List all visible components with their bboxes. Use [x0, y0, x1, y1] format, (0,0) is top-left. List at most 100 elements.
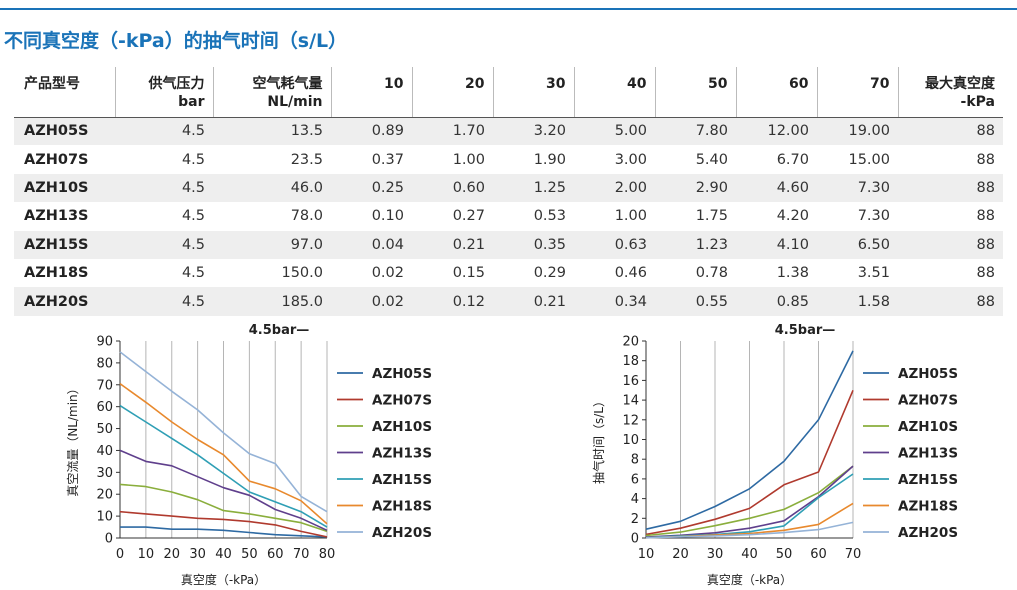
y-tick-label: 90	[96, 335, 113, 350]
table-row: AZH05S 4.5 13.5 0.89 1.70 3.20 5.00 7.80 12.00 19…	[14, 117, 1003, 146]
flow-chart-svg: 0 10 20 30 40 50 60 70 80 90 0 10 20 30 40 50 60 70 80 4.5b…	[66, 323, 432, 587]
value-cell: 0.53	[533, 208, 566, 225]
value-cell: 7.30	[857, 208, 890, 225]
x-tick-label: 20	[163, 547, 180, 562]
value-cell: 88	[976, 265, 995, 282]
column-header-text: NL/min	[267, 94, 323, 110]
legend-label: AZH13S	[898, 446, 958, 462]
evacuation-time-chart: 0 2 4 6 8 10 12 14 16 18 20 10 20 30 40 50 60 70 4.5bar— 真空…	[586, 320, 1006, 590]
column-header-text: 40	[627, 76, 647, 92]
column-header-text: 70	[870, 76, 890, 92]
column-header-text: 50	[708, 76, 728, 92]
x-tick-label: 60	[810, 547, 827, 562]
column-header-text: 产品型号	[24, 76, 80, 92]
y-tick-label: 6	[631, 472, 639, 487]
value-cell: 0.85	[736, 287, 817, 316]
value-cell: 0.21	[412, 230, 493, 259]
value-cell: 19.00	[817, 117, 898, 146]
x-tick-label: 70	[293, 547, 310, 562]
value-cell: 23.5	[290, 151, 323, 168]
value-cell: 15.00	[848, 151, 890, 168]
value-cell: 0.10	[371, 208, 404, 225]
legend-label: AZH20S	[372, 525, 432, 541]
value-cell: 4.5	[115, 287, 213, 316]
value-cell: 0.37	[371, 151, 404, 168]
value-cell: 97.0	[213, 230, 331, 259]
legend-label: AZH10S	[898, 419, 958, 435]
legend-label: AZH05S	[898, 366, 958, 382]
x-tick-label: 10	[638, 547, 655, 562]
x-tick-label: 70	[845, 547, 862, 562]
y-tick-label: 20	[622, 335, 639, 350]
table-row: AZH18S 4.5 150.0 0.02 0.15 0.29 0.46 0.78 1.38 3.…	[14, 259, 1003, 287]
value-cell: 2.90	[655, 173, 736, 203]
column-header-text: 10	[384, 76, 404, 92]
legend-label: AZH18S	[898, 499, 958, 515]
value-cell: 3.20	[493, 117, 574, 146]
value-cell: 1.25	[493, 173, 574, 203]
value-cell: 0.55	[655, 287, 736, 316]
column-header-text: 20	[465, 76, 485, 92]
series-line-azh05s	[120, 526, 328, 538]
value-cell: 1.23	[655, 230, 736, 259]
y-tick-label: 2	[631, 512, 639, 527]
legend-label: AZH18S	[372, 499, 432, 515]
y-tick-label: 14	[622, 394, 639, 409]
chart-annotation: 4.5bar—	[775, 323, 836, 338]
value-cell: 4.5	[115, 230, 213, 259]
model-cell: AZH13S	[24, 208, 89, 225]
table-row: AZH13S 4.5 78.0 0.10 0.27 0.53 1.00 1.75 4.20 7.3…	[14, 202, 1003, 230]
series-line-azh05s	[645, 350, 854, 530]
legend-label: AZH05S	[372, 366, 432, 382]
value-cell: 2.00	[574, 173, 655, 203]
value-cell: 0.27	[452, 208, 485, 225]
value-cell: 0.46	[614, 265, 647, 282]
y-tick-label: 8	[631, 453, 639, 468]
model-cell: AZH20S	[14, 287, 115, 316]
value-cell: 12.00	[736, 117, 817, 146]
y-tick-label: 10	[96, 510, 113, 525]
x-tick-label: 10	[138, 547, 155, 562]
column-header: 20	[411, 67, 493, 118]
value-cell: 1.58	[817, 287, 898, 316]
y-tick-label: 70	[96, 378, 113, 393]
column-header-text: 60	[789, 76, 809, 92]
value-cell: 4.10	[736, 230, 817, 259]
y-tick-label: 50	[96, 422, 113, 437]
value-cell: 0.34	[574, 287, 655, 316]
column-header-text: 供气压力	[148, 76, 205, 92]
column-header-text: 空气耗气量	[252, 76, 323, 92]
value-cell: 4.60	[736, 173, 817, 203]
y-tick-label: 0	[105, 532, 113, 547]
page-title: 不同真空度（-kPa）的抽气时间（s/L）	[4, 30, 348, 52]
y-tick-label: 80	[96, 356, 113, 371]
y-tick-label: 16	[622, 374, 639, 389]
model-cell: AZH05S	[14, 117, 115, 146]
value-cell: 6.70	[776, 151, 809, 168]
value-cell: 0.35	[493, 230, 574, 259]
series-line-azh20s	[119, 351, 328, 513]
table-row: AZH07S 4.5 23.5 0.37 1.00 1.90 3.00 5.40 6.70 15.…	[14, 145, 1003, 173]
value-cell: 0.04	[331, 230, 412, 259]
chart-annotation: 4.5bar—	[249, 323, 310, 338]
x-tick-label: 50	[776, 547, 793, 562]
value-cell: 5.00	[574, 117, 655, 146]
series-line-azh18s	[119, 383, 328, 525]
value-cell: 0.02	[371, 265, 404, 282]
y-tick-label: 20	[96, 488, 113, 503]
x-tick-label: 30	[707, 547, 724, 562]
value-cell: 185.0	[213, 287, 331, 316]
value-cell: 88	[898, 173, 1003, 203]
x-tick-label: 50	[241, 547, 258, 562]
value-cell: 88	[898, 287, 1003, 316]
column-header: 产品型号	[14, 67, 115, 118]
value-cell: 0.63	[574, 230, 655, 259]
column-header: 供气压力 bar	[114, 67, 213, 118]
series-line-azh13s	[119, 449, 328, 532]
value-cell: 0.60	[412, 173, 493, 203]
value-cell: 7.30	[817, 173, 898, 203]
table-row: AZH10S 4.5 46.0 0.25 0.60 1.25 2.00 2.90 4.60 7.3…	[14, 173, 1003, 203]
value-cell: 13.5	[213, 117, 331, 146]
column-header: 10	[330, 67, 412, 118]
legend-label: AZH07S	[898, 393, 958, 409]
